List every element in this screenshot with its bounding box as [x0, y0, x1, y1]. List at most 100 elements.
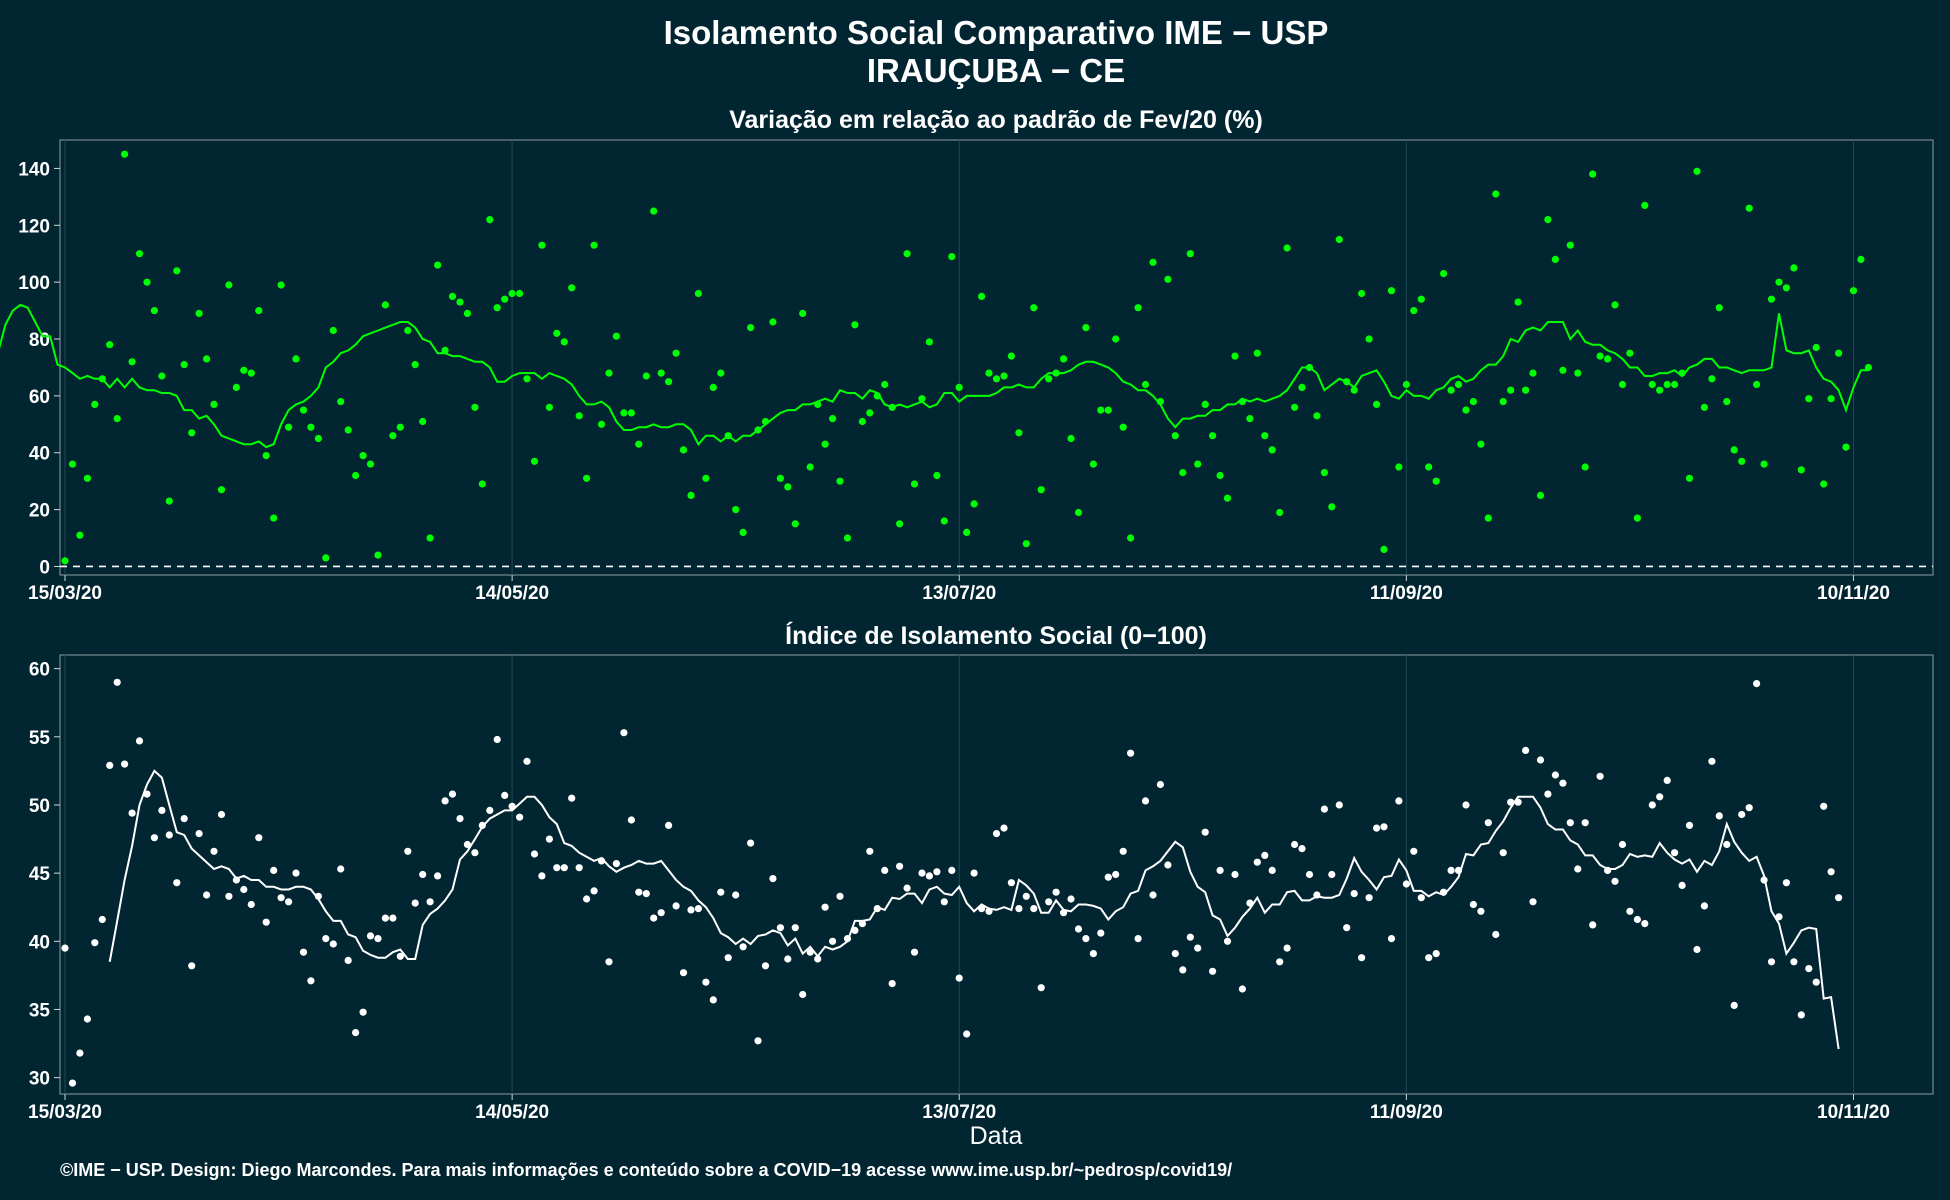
- bottom-data-point: [1402, 880, 1410, 888]
- top-data-point: [843, 534, 852, 542]
- top-data-point: [530, 457, 539, 465]
- bottom-data-point: [1559, 779, 1567, 787]
- top-data-point: [1276, 508, 1284, 517]
- bottom-data-point: [1730, 1001, 1738, 1010]
- top-data-point: [456, 298, 464, 306]
- bottom-data-point: [1223, 937, 1232, 945]
- top-data-point: [68, 460, 77, 468]
- bottom-data-point: [1536, 756, 1545, 764]
- top-data-point: [441, 346, 449, 354]
- top-data-point: [508, 289, 516, 298]
- bottom-data-point: [1484, 819, 1492, 827]
- bottom-data-point: [1335, 801, 1343, 809]
- bottom-data-point: [1149, 891, 1157, 899]
- top-data-point: [918, 395, 926, 403]
- top-data-point: [1507, 386, 1515, 394]
- bottom-data-point: [1298, 845, 1306, 853]
- top-data-point: [1574, 369, 1582, 377]
- bottom-data-point: [441, 797, 449, 805]
- top-data-point: [1305, 363, 1314, 372]
- bottom-data-point: [1700, 902, 1708, 910]
- top-data-point: [1164, 275, 1172, 283]
- top-data-point: [776, 474, 785, 482]
- top-data-point: [553, 329, 561, 337]
- bottom-data-point: [791, 924, 799, 932]
- bottom-data-point: [1313, 891, 1321, 899]
- bottom-data-point: [1775, 913, 1783, 921]
- top-data-point: [1641, 201, 1649, 209]
- top-data-point: [583, 474, 591, 482]
- bottom-data-point: [545, 835, 554, 843]
- bottom-data-point: [1641, 920, 1649, 928]
- top-data-point: [687, 491, 695, 499]
- top-data-point: [255, 307, 263, 315]
- bottom-data-point: [396, 952, 404, 960]
- top-data-point: [285, 423, 293, 431]
- bottom-data-point: [180, 815, 188, 823]
- bottom-data-point: [225, 892, 233, 900]
- top-data-point: [1604, 355, 1612, 363]
- bottom-data-point: [650, 914, 658, 922]
- bottom-data-point: [1745, 804, 1753, 812]
- bottom-data-point: [247, 900, 255, 909]
- top-data-point: [1663, 380, 1671, 389]
- bottom-data-point: [1529, 898, 1537, 906]
- bottom-data-point: [165, 831, 173, 839]
- bottom-data-point: [471, 849, 479, 857]
- bottom-data-point: [1477, 907, 1485, 915]
- top-data-point: [545, 403, 554, 411]
- top-data-point: [1060, 355, 1068, 363]
- bottom-data-point: [1596, 772, 1604, 780]
- bottom-data-point: [560, 864, 568, 872]
- top-data-point: [1030, 304, 1038, 312]
- bottom-data-point: [1753, 680, 1761, 688]
- top-data-point: [1119, 423, 1127, 431]
- top-data-point: [374, 551, 382, 559]
- footer-credits: ©IME − USP. Design: Diego Marcondes. Par…: [60, 1160, 1232, 1180]
- bottom-data-point: [933, 868, 941, 876]
- top-data-point: [1082, 324, 1090, 332]
- top-y-tick-label: 100: [18, 273, 50, 294]
- bottom-data-point: [135, 737, 144, 745]
- top-data-point: [1738, 457, 1746, 465]
- bottom-data-point: [1141, 797, 1150, 805]
- top-data-point: [434, 261, 442, 269]
- top-data-point: [1134, 304, 1142, 312]
- bottom-data-point: [1432, 950, 1440, 958]
- top-data-point: [948, 253, 956, 261]
- top-data-point: [597, 420, 606, 428]
- top-data-point: [836, 477, 844, 485]
- top-data-point: [933, 471, 941, 480]
- top-data-point: [903, 250, 911, 258]
- bottom-data-point: [508, 802, 516, 810]
- top-data-point: [1536, 491, 1545, 499]
- top-data-point: [165, 497, 173, 505]
- top-data-point: [747, 324, 755, 332]
- bottom-data-point: [203, 891, 211, 899]
- bottom-data-point: [620, 729, 628, 737]
- top-data-point: [1387, 287, 1396, 295]
- bottom-data-point: [1760, 876, 1768, 884]
- bottom-data-point: [240, 885, 248, 894]
- bottom-data-point: [419, 870, 427, 879]
- top-data-point: [888, 403, 896, 411]
- top-data-point: [791, 520, 799, 528]
- top-data-point: [1231, 352, 1239, 360]
- top-data-point: [1112, 335, 1120, 343]
- top-data-point: [1745, 204, 1753, 212]
- top-data-point: [1067, 434, 1075, 443]
- top-data-point: [61, 557, 69, 565]
- top-data-point: [352, 471, 360, 480]
- top-data-point: [896, 520, 904, 528]
- bottom-data-point: [918, 869, 926, 877]
- top-data-point: [873, 392, 881, 400]
- bottom-data-point: [523, 757, 531, 765]
- top-data-point: [217, 486, 226, 494]
- top-data-point: [1589, 170, 1597, 178]
- bottom-data-point: [1395, 797, 1403, 805]
- bottom-data-point: [1037, 984, 1045, 992]
- bottom-y-tick-label: 60: [29, 660, 50, 681]
- bottom-data-point: [1611, 877, 1619, 885]
- top-data-point: [143, 278, 151, 286]
